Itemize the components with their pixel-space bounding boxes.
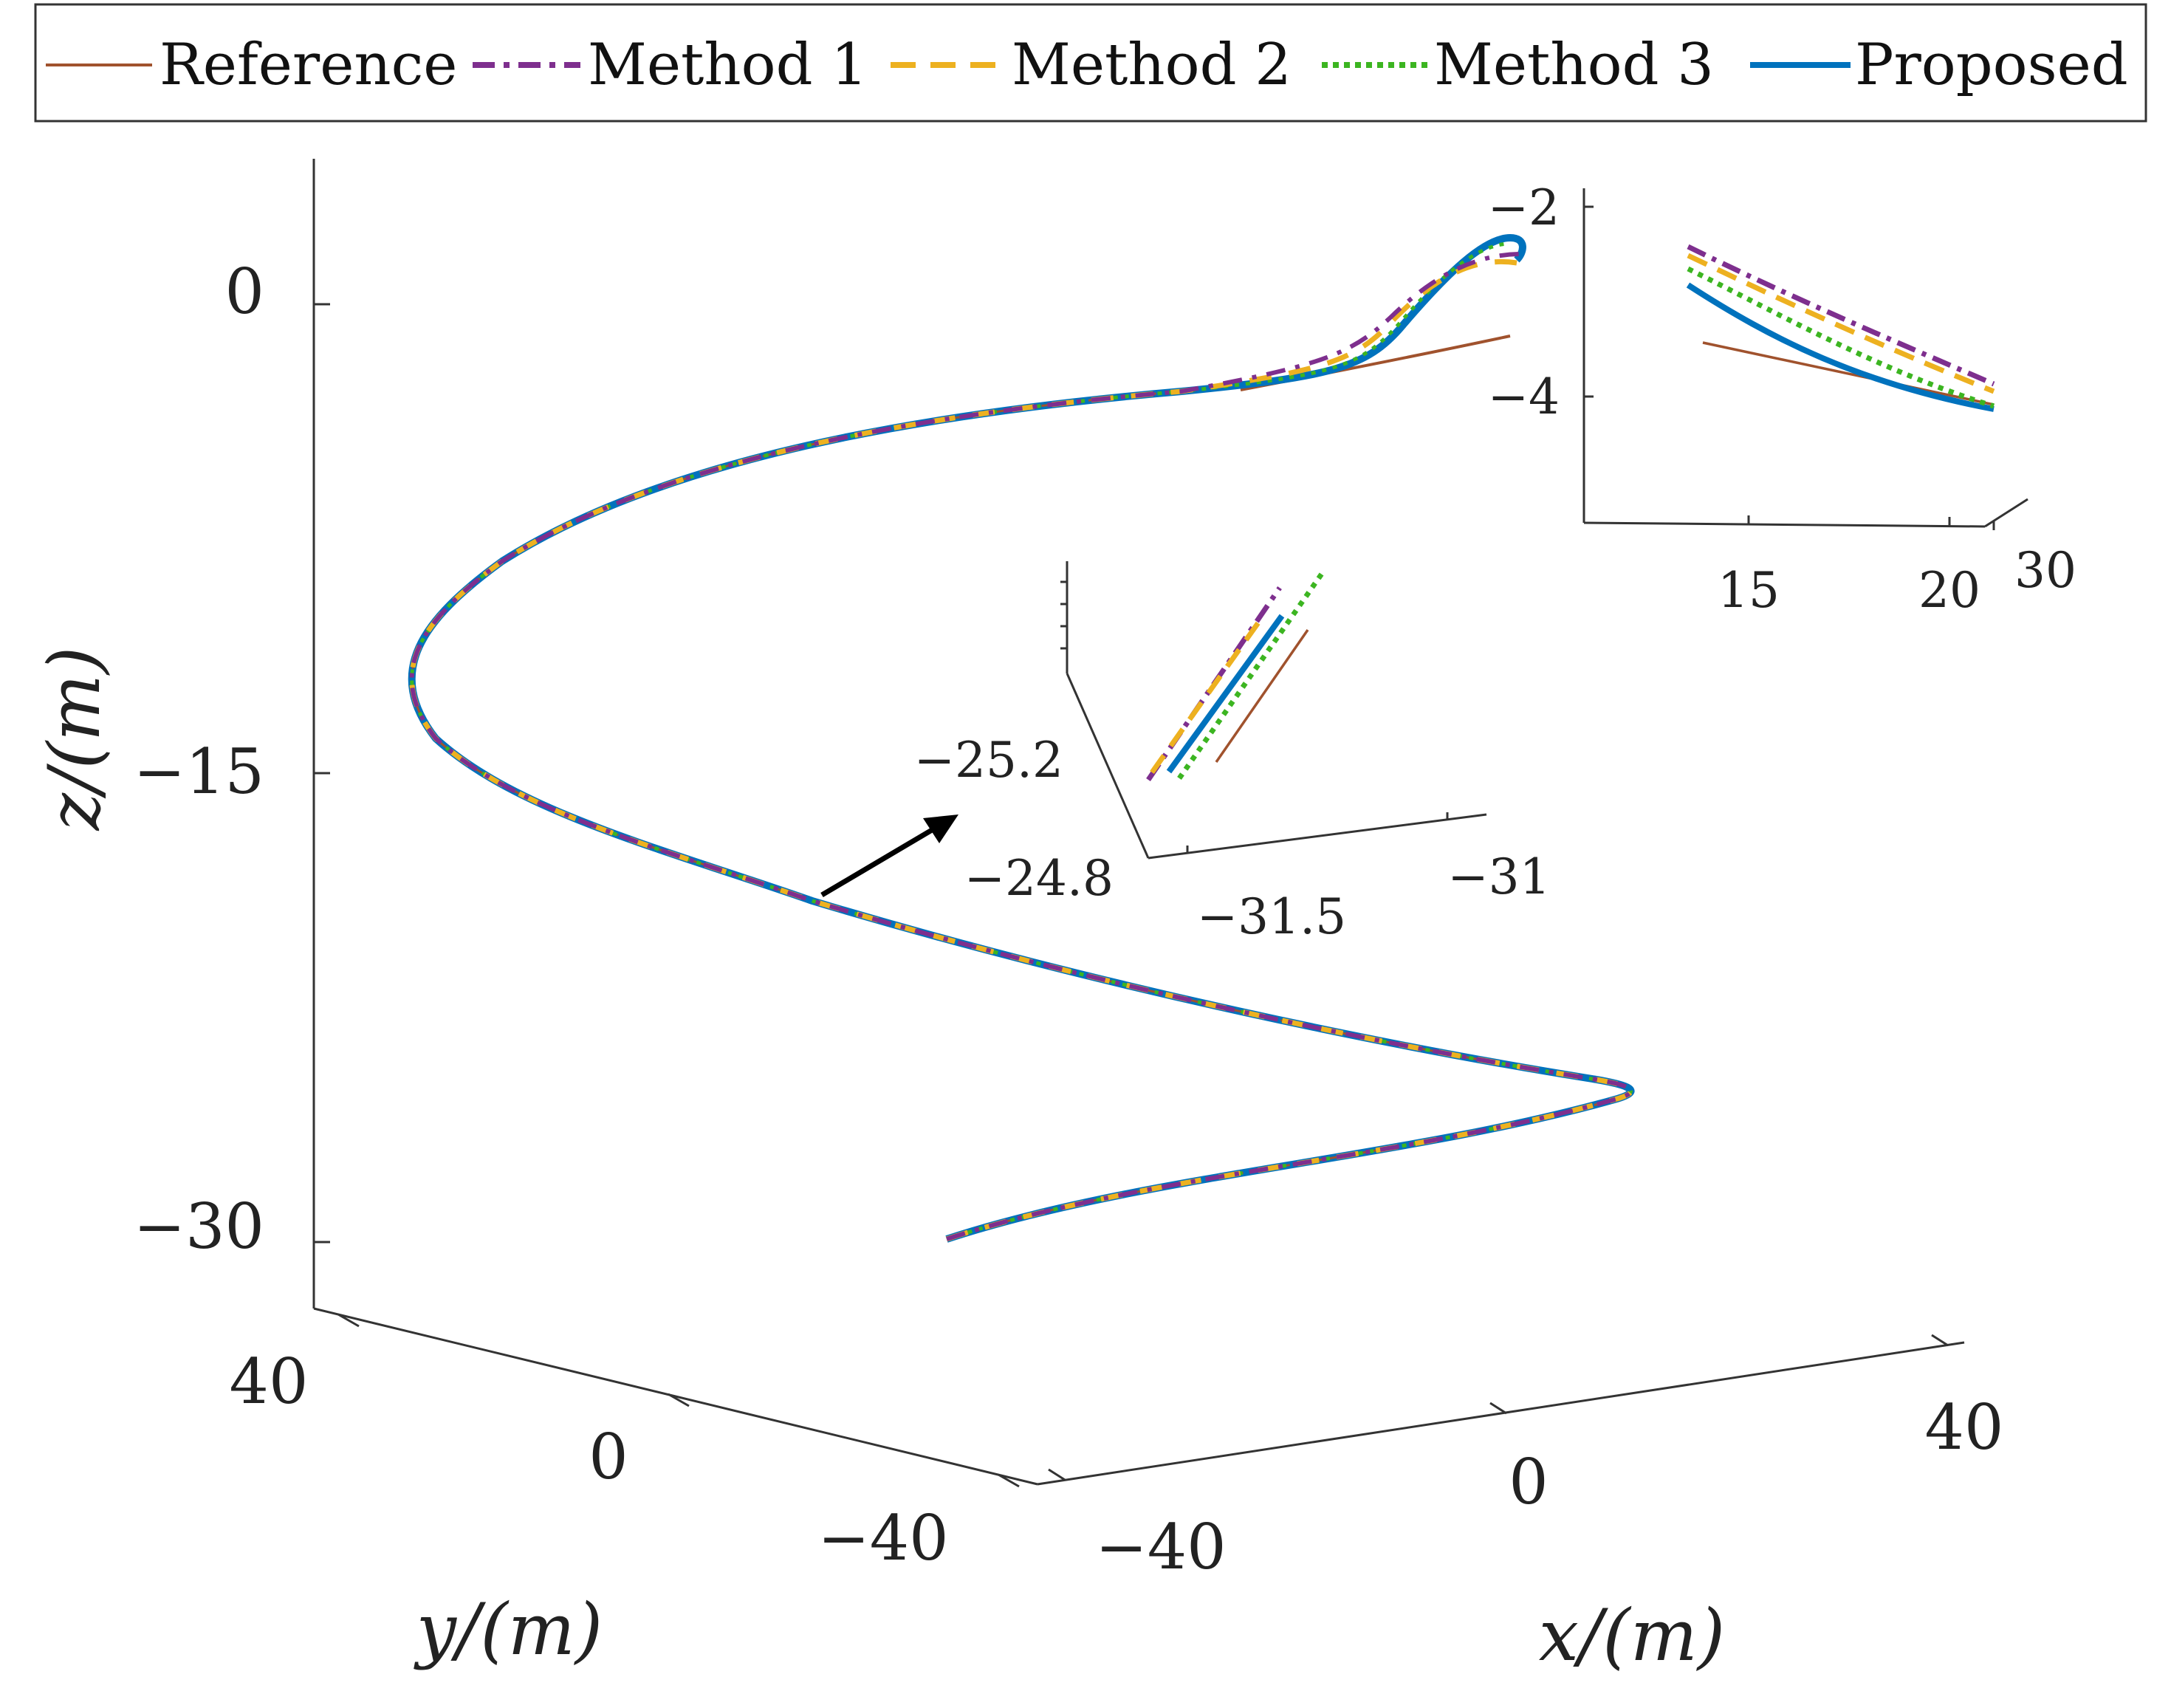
inset-top-x-tick-label-20: 20 xyxy=(1918,562,1980,619)
main-axes: 0 −15 −30 40 0 −40 −40 0 40 z/(m) y/(m) … xyxy=(33,159,2003,1677)
main-trajectory xyxy=(408,233,1635,1243)
y-tick-neg40 xyxy=(998,1473,1020,1488)
legend-label-method-2: Method 2 xyxy=(1012,32,1292,98)
inset-middle-x-tick-label-b: −31 xyxy=(1447,848,1550,905)
z-tick-label-0: 0 xyxy=(225,255,264,328)
inset-middle-line-reference xyxy=(1215,629,1309,763)
inset-top-x-tick-label-15: 15 xyxy=(1718,562,1780,619)
inset-middle-line-method-3 xyxy=(1177,569,1325,781)
y-axis-line xyxy=(313,1307,1038,1486)
inset-top-x-axis xyxy=(1583,521,1986,528)
y-tick-label-neg40: −40 xyxy=(817,1502,948,1574)
inset-top: −2 −4 15 20 30 xyxy=(1488,179,2076,619)
x-tick-neg40 xyxy=(1048,1468,1066,1481)
y-tick-0 xyxy=(668,1393,690,1407)
inset-middle-z-tick-label: −25.2 xyxy=(914,732,1063,789)
inset-middle-x-tick-label-a: −31.5 xyxy=(1197,888,1346,945)
legend-entry-method-3: Method 3 xyxy=(1322,32,1714,98)
inset-top-z-tick-label-neg2: −2 xyxy=(1488,179,1560,236)
arrow-head xyxy=(923,814,958,843)
x-tick-label-40: 40 xyxy=(1925,1391,2004,1464)
inset-middle-y-axis xyxy=(1066,673,1150,859)
y-axis-label: y/(m) xyxy=(414,1588,603,1671)
z-tick-label-neg15: −15 xyxy=(134,735,264,808)
zoom-arrow xyxy=(820,814,958,898)
legend: Reference Method 1 Method 2 Method 3 Pro… xyxy=(34,3,2147,123)
inset-top-line-proposed xyxy=(1686,282,1995,412)
x-tick-0 xyxy=(1489,1402,1507,1415)
inset-top-line-method-3 xyxy=(1687,266,1995,409)
y-tick-40 xyxy=(337,1313,360,1328)
z-tick-label-neg30: −30 xyxy=(134,1190,264,1263)
inset-top-y-tick-label-30: 30 xyxy=(2014,542,2076,599)
x-tick-label-neg40: −40 xyxy=(1095,1511,1226,1583)
x-tick-40 xyxy=(1931,1334,1949,1347)
inset-top-line-method-2 xyxy=(1687,253,1995,394)
legend-entry-reference: Reference xyxy=(46,32,457,98)
legend-label-method-3: Method 3 xyxy=(1434,32,1714,98)
inset-middle-x-axis xyxy=(1148,813,1487,860)
series-line-method-2 xyxy=(409,258,1634,1242)
y-tick-label-40: 40 xyxy=(230,1345,309,1418)
legend-entry-method-1: Method 1 xyxy=(473,32,868,98)
z-axis-label: z/(m) xyxy=(33,647,116,831)
x-axis-line xyxy=(1037,1341,1965,1486)
inset-top-z-tick-label-neg4: −4 xyxy=(1488,368,1560,425)
inset-middle: −25.2 −24.8 −31.5 −31 xyxy=(914,561,1551,945)
legend-label-method-1: Method 1 xyxy=(588,32,868,98)
series-line-method-1 xyxy=(409,252,1633,1241)
inset-middle-line-proposed xyxy=(1166,614,1285,774)
legend-entry-proposed: Proposed xyxy=(1750,32,2128,98)
x-tick-label-0: 0 xyxy=(1509,1446,1548,1518)
inset-top-y-axis xyxy=(1984,498,2028,528)
legend-entry-method-2: Method 2 xyxy=(891,32,1292,98)
x-axis-label: x/(m) xyxy=(1539,1594,1725,1677)
arrow-shaft xyxy=(820,827,933,898)
inset-top-line-reference xyxy=(1702,341,1995,406)
legend-label-reference: Reference xyxy=(160,32,457,98)
legend-label-proposed: Proposed xyxy=(1855,32,2128,98)
inset-middle-y-tick-label: −24.8 xyxy=(964,850,1114,907)
y-tick-label-0: 0 xyxy=(589,1421,628,1493)
inset-top-line-method-1 xyxy=(1687,244,1995,387)
